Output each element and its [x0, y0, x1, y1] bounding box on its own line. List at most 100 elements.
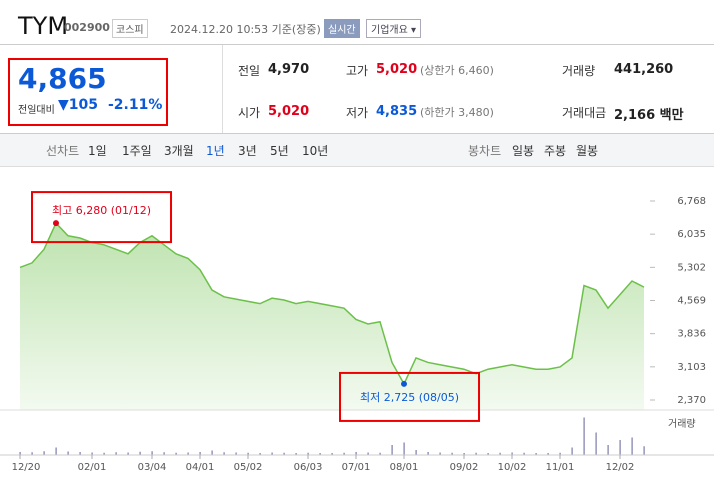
volume-bar	[283, 452, 285, 455]
highlight-box	[31, 191, 173, 244]
tab[interactable]: 1주일	[122, 144, 152, 158]
tab-bar	[0, 133, 714, 167]
volume-bar	[79, 452, 81, 455]
annotation: 최고 6,280 (01/12)	[52, 204, 151, 217]
table-cell: 5,020	[376, 62, 418, 77]
table-cell: 2,166 백만	[614, 108, 684, 123]
divider	[0, 44, 714, 45]
x-tick-label: 12/20	[12, 462, 41, 473]
extreme-dot	[401, 380, 407, 387]
tab[interactable]: 3개월	[164, 144, 194, 158]
x-tick-label: 12/02	[606, 462, 635, 473]
volume-bar	[127, 452, 129, 455]
table-cell: (상한가 6,460)	[420, 64, 494, 77]
volume-bar	[451, 452, 453, 455]
volume-bar	[379, 452, 381, 455]
volume-bar	[331, 453, 333, 455]
highlight-box	[8, 58, 168, 126]
highlight-box	[339, 371, 481, 422]
volume-bar	[31, 452, 33, 455]
volume-bar	[103, 452, 105, 455]
volume-bar	[559, 452, 561, 455]
volume-bar	[175, 452, 177, 455]
tab-label: 선차트	[46, 144, 80, 158]
volume-label: 거래량	[668, 418, 696, 430]
volume-bar	[271, 452, 273, 455]
x-tick-label: 06/03	[294, 462, 323, 473]
table-cell: 시가	[238, 106, 261, 120]
volume-bar	[391, 445, 393, 455]
volume-bar	[247, 452, 249, 455]
volume-bar	[523, 452, 525, 455]
volume-bar	[595, 432, 597, 455]
x-tick-label: 02/01	[78, 462, 107, 473]
area	[20, 223, 644, 410]
y-tick-label: 3,103	[677, 362, 706, 373]
volume-bar	[439, 452, 441, 455]
market-badge: 코스피	[112, 19, 148, 38]
y-tick-label: 2,370	[677, 395, 706, 406]
company-button[interactable]: 기업개요 ▾	[366, 19, 421, 38]
x-tick-label: 07/01	[342, 462, 371, 473]
tab[interactable]: 월봉	[576, 144, 599, 158]
volume-bar	[631, 437, 633, 455]
x-tick-label: 08/01	[390, 462, 419, 473]
volume-bar	[115, 452, 117, 455]
volume-bar	[535, 453, 537, 455]
x-tick-label: 05/02	[234, 462, 263, 473]
divider	[222, 45, 223, 133]
table-cell: 저가	[346, 106, 369, 120]
tab[interactable]: 1년	[206, 144, 225, 158]
change-label: 전일대비	[18, 105, 55, 116]
volume-bar	[571, 447, 573, 455]
volume-bar	[487, 453, 489, 455]
volume-bar	[403, 442, 405, 455]
volume-bar	[415, 450, 417, 455]
realtime-badge[interactable]: 실시간	[324, 19, 360, 38]
volume-bar	[319, 453, 321, 455]
tab[interactable]: 5년	[270, 144, 289, 158]
change: ▼105	[58, 97, 98, 113]
volume-bar	[19, 452, 21, 455]
date: 2024.12.20 10:53 기준(장중)	[170, 23, 321, 36]
volume-bar	[199, 452, 201, 455]
tab[interactable]: 3년	[238, 144, 257, 158]
volume-bar	[307, 452, 309, 455]
table-cell: 거래량	[562, 64, 596, 78]
volume-bar	[259, 453, 261, 455]
x-tick-label: 09/02	[450, 462, 479, 473]
volume-bar	[67, 451, 69, 455]
volume-bar	[139, 451, 141, 455]
volume-bar	[163, 452, 165, 455]
volume-bar	[643, 446, 645, 455]
volume-bar	[211, 450, 213, 455]
volume-bar	[463, 453, 465, 455]
y-tick-label: 4,569	[677, 296, 706, 307]
volume-bar	[583, 417, 585, 455]
x-tick-label: 04/01	[186, 462, 215, 473]
volume-bar	[427, 452, 429, 455]
y-tick-label: 5,302	[677, 262, 706, 273]
x-tick-label: 11/01	[546, 462, 575, 473]
tab[interactable]: 10년	[302, 144, 329, 158]
stock-code: 002900	[64, 21, 110, 34]
tab[interactable]: 1일	[88, 144, 107, 158]
current-price: 4,865	[18, 62, 107, 95]
volume-bar	[367, 452, 369, 455]
volume-bar	[55, 447, 57, 455]
tab[interactable]: 일봉	[512, 144, 535, 158]
table-cell: (하한가 3,480)	[420, 106, 494, 119]
tab-label: 봉차트	[468, 144, 502, 158]
volume-bar	[499, 452, 501, 455]
volume-bar	[91, 452, 93, 455]
y-tick-label: 6,035	[677, 229, 706, 240]
stock-name: TYM	[18, 12, 69, 40]
volume-bar	[475, 452, 477, 455]
tab[interactable]: 주봉	[544, 144, 567, 158]
y-tick-label: 3,836	[677, 329, 706, 340]
table-cell: 거래대금	[562, 106, 607, 120]
table-cell: 고가	[346, 64, 369, 78]
annotation: 최저 2,725 (08/05)	[360, 391, 459, 404]
